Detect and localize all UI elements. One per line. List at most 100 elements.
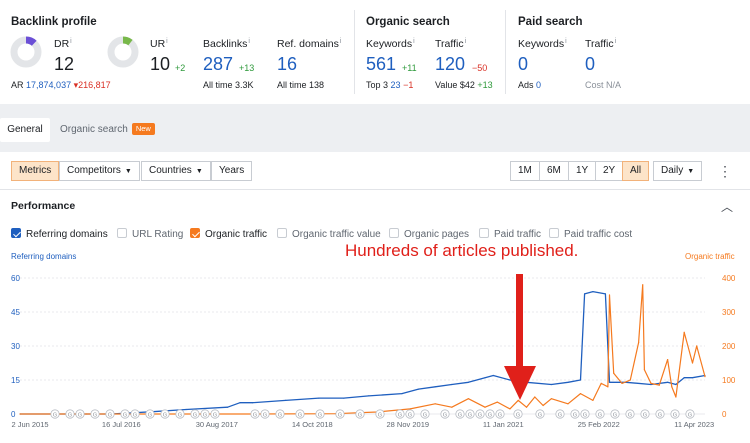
google-update-letter: G [203,413,207,419]
paid-traffic-value[interactable]: 0 [585,54,596,74]
range-all[interactable]: All [622,161,650,181]
checkbox-url-rating[interactable]: URL Rating [117,228,183,240]
google-update-letter: G [423,413,427,419]
google-update-letter: G [658,413,662,419]
organic-keywords-value[interactable]: 561 [366,54,397,74]
data-point [496,401,498,403]
range-1m[interactable]: 1M [510,161,540,181]
google-update-letter: G [538,413,542,419]
google-update-icon [50,409,60,419]
paid-keywords-value[interactable]: 0 [518,54,529,74]
google-update-letter: G [263,413,267,419]
google-update-icon [175,409,185,419]
collapse-chevron-icon[interactable]: ︿ [721,200,734,214]
metrics-button[interactable]: Metrics [11,161,60,181]
google-update-icon [160,409,170,419]
google-update-icon [250,409,260,419]
data-point [691,362,694,364]
right-tick-label: 400 [722,274,736,283]
data-point [704,376,706,378]
data-point [285,399,287,401]
backlinks-label[interactable]: Backlinksi [203,38,250,50]
data-point [484,377,486,379]
ref-domains-label[interactable]: Ref. domainsi [277,38,342,50]
google-update-letter: G [78,413,82,419]
data-point [239,402,241,404]
google-update-icon [120,409,130,419]
right-tick-label: 100 [722,376,736,385]
data-point [621,382,623,384]
x-tick-label: 28 Nov 2019 [387,420,430,429]
data-point [19,413,21,415]
interval-dropdown[interactable]: Daily ▼ [653,161,703,181]
organic-traffic-change: −50 [472,63,488,73]
ur-label[interactable]: URi [150,38,168,50]
data-point [417,388,420,390]
google-update-icon [455,409,465,419]
ref-domains-value[interactable]: 16 [277,54,298,74]
countries-dropdown[interactable]: Countries ▼ [141,161,211,181]
google-update-letter: G [443,413,447,419]
performance-panel: Metrics Competitors ▼ Countries ▼ Years 1M… [0,152,750,443]
range-2y[interactable]: 2Y [595,161,624,181]
x-tick-label: 25 Feb 2022 [578,420,620,429]
series-line-referring-domains [20,290,706,415]
checkbox-checked-icon [190,228,200,238]
google-update-letter: G [583,413,587,419]
more-options-icon[interactable]: ⋮ [718,163,732,179]
checkbox-organic-pages[interactable]: Organic pages [389,228,469,240]
ur-value: 10 [150,54,171,74]
years-button[interactable]: Years [211,161,253,181]
data-point [579,393,582,395]
data-point [604,293,607,295]
ref-domains-all-time: All time 138 [277,80,325,90]
data-point [434,403,436,405]
checkbox-organic-traffic-value[interactable]: Organic traffic value [277,228,381,240]
google-update-letter: G [123,413,127,419]
right-tick-label: 300 [722,308,736,317]
checkbox-paid-traffic[interactable]: Paid traffic [479,228,541,240]
tab-general[interactable]: General [0,118,50,142]
data-point [613,372,615,374]
annotation-text: Hundreds of articles published. [345,241,579,260]
organic-keywords-label[interactable]: Keywordsi [366,38,415,50]
tab-organic-search[interactable]: Organic search New [60,118,155,142]
dr-label[interactable]: DRi [54,38,72,50]
data-point [185,408,187,411]
ar-row: AR 17,874,037 ▾216,817 [11,80,111,90]
series-line-organic-traffic [20,284,706,415]
data-point [550,383,553,386]
google-update-icon [555,409,565,419]
google-update-icon [90,409,100,419]
google-update-letter: G [558,413,562,419]
checkbox-paid-traffic-cost[interactable]: Paid traffic cost [549,228,632,240]
data-point [517,399,519,401]
organic-traffic-value[interactable]: 120 [435,54,466,74]
ads-row: Ads 0 [518,80,542,90]
left-tick-label: 60 [11,274,20,283]
checkbox-organic-traffic[interactable]: Organic traffic [190,228,267,240]
google-update-letter: G [573,413,577,419]
competitors-dropdown[interactable]: Competitors ▼ [59,161,140,181]
google-update-icon [420,409,430,419]
data-point [658,384,660,386]
google-update-icon [75,409,85,419]
x-tick-label: 11 Apr 2023 [674,420,714,429]
checkbox-empty-icon [277,228,287,238]
data-point [85,413,87,415]
organic-traffic-label[interactable]: Traffici [435,38,467,50]
backlinks-value[interactable]: 287 [203,54,234,74]
new-badge: New [131,123,155,135]
metrics-card: Backlink profile DRi 12 URi 10 +2 Backli… [0,0,750,104]
ur-donut-icon [107,36,139,68]
data-point [667,359,669,361]
paid-keywords-label[interactable]: Keywordsi [518,38,567,50]
paid-traffic-label[interactable]: Traffici [585,38,617,50]
performance-chart[interactable]: 0 15 30 45 60 0 100 200 300 400 2 Jun 2015 16 Jul … [0,264,750,443]
data-point [592,399,594,401]
organic-keywords-change: +11 [402,63,417,73]
range-1y[interactable]: 1Y [568,161,597,181]
data-point [608,294,611,296]
range-6m[interactable]: 6M [539,161,569,181]
checkbox-referring-domains[interactable]: Referring domains [11,228,108,240]
